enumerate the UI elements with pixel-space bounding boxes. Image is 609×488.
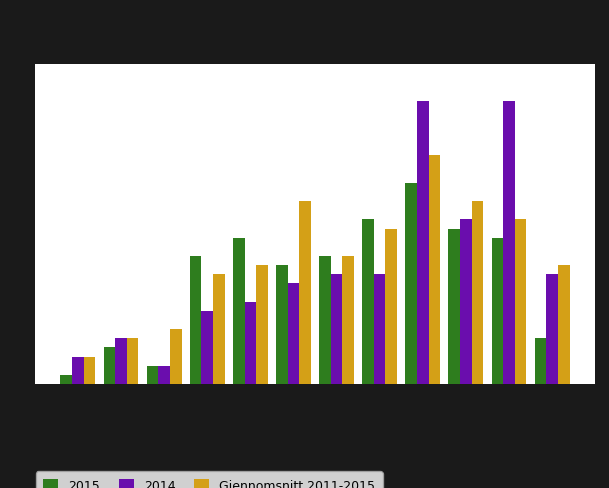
Bar xyxy=(331,275,342,384)
Bar xyxy=(233,238,245,384)
Bar xyxy=(256,265,268,384)
Bar xyxy=(535,339,546,384)
Bar xyxy=(83,357,96,384)
Bar xyxy=(503,102,515,384)
Bar xyxy=(448,229,460,384)
Bar xyxy=(460,220,472,384)
Bar xyxy=(299,202,311,384)
Bar xyxy=(491,238,503,384)
Bar xyxy=(158,366,170,384)
Bar xyxy=(190,257,202,384)
Bar xyxy=(362,220,374,384)
Bar xyxy=(546,275,558,384)
Bar xyxy=(319,257,331,384)
Bar xyxy=(429,156,440,384)
Legend: 2015, 2014, Gjennomsnitt 2011-2015: 2015, 2014, Gjennomsnitt 2011-2015 xyxy=(36,471,382,488)
Bar xyxy=(417,102,429,384)
Bar xyxy=(127,339,138,384)
Bar xyxy=(515,220,526,384)
Bar xyxy=(406,183,417,384)
Bar xyxy=(245,302,256,384)
Bar xyxy=(342,257,354,384)
Bar xyxy=(287,284,299,384)
Bar xyxy=(104,348,115,384)
Bar xyxy=(213,275,225,384)
Bar xyxy=(472,202,484,384)
Bar xyxy=(170,329,181,384)
Bar xyxy=(115,339,127,384)
Bar xyxy=(60,375,72,384)
Bar xyxy=(385,229,397,384)
Bar xyxy=(374,275,385,384)
Bar xyxy=(202,311,213,384)
Bar xyxy=(72,357,83,384)
Bar xyxy=(558,265,569,384)
Bar xyxy=(276,265,287,384)
Bar xyxy=(147,366,158,384)
